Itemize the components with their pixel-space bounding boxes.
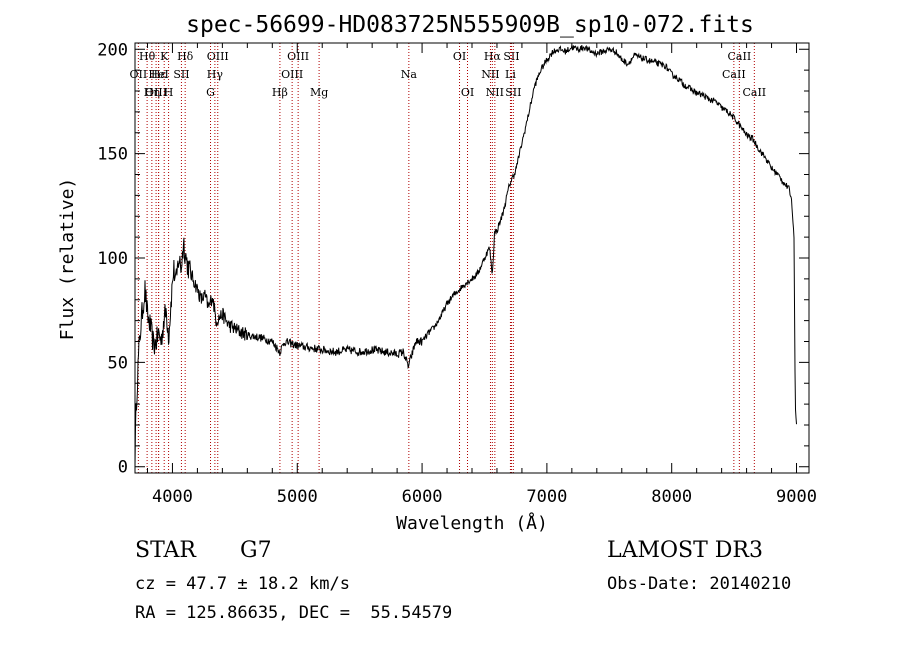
line-marker-label-28: CaII (742, 86, 766, 99)
line-marker-label-9: Hδ (177, 50, 194, 63)
axis-ticks (135, 43, 809, 473)
x-tick-label-1: 5000 (277, 487, 318, 507)
y-tick-label-4: 200 (97, 40, 128, 60)
tick-labels: 4000 5000 6000 7000 8000 9000 0 50 100 150 200 (97, 40, 817, 507)
spectrum-line-0 (134, 44, 797, 467)
line-marker-label-23: SII (503, 50, 519, 63)
redshift-text: cz = 47.7 ± 18.2 km/s (135, 574, 350, 594)
line-marker-label-17: Na (401, 68, 418, 81)
line-marker-label-11: Hγ (207, 68, 224, 81)
line-marker-label-4: K (160, 50, 169, 63)
series-layer (134, 44, 797, 467)
line-marker-label-5: Hη (144, 86, 160, 99)
obs-date: Obs-Date: 20140210 (607, 574, 792, 594)
line-marker-label-3: Hε (151, 68, 167, 81)
line-marker-label-16: Mg (310, 86, 328, 99)
line-marker-label-6: HeI (148, 68, 168, 81)
line-marker-label-10: OIII (207, 50, 229, 63)
object-subclass: G7 (240, 538, 272, 563)
coordinates-text: RA = 125.86635, DEC = 55.54579 (135, 603, 453, 623)
y-tick-label-1: 50 (108, 353, 128, 373)
line-marker-label-24: Li (505, 68, 516, 81)
line-markers: Hθ OII OIII Hε K Hη HeI H SII Hδ OIII Hγ G Hβ OIII OIII… (130, 43, 766, 473)
y-tick-label-2: 100 (97, 249, 128, 269)
line-marker-label-20: Hα (484, 50, 502, 63)
y-tick-label-0: 0 (118, 458, 128, 478)
line-marker-label-0: Hθ (139, 50, 156, 63)
y-tick-label-3: 150 (97, 145, 128, 165)
line-marker-label-26: CaII (728, 50, 752, 63)
x-tick-label-0: 4000 (152, 487, 193, 507)
line-marker-label-12: G (206, 86, 215, 99)
line-marker-label-2: OIII (145, 86, 167, 99)
plot-frame (134, 42, 810, 474)
line-marker-label-21: NII (481, 68, 499, 81)
line-marker-label-13: Hβ (272, 86, 288, 99)
x-axis-label: Wavelength (Å) (396, 512, 548, 534)
chart-title: spec-56699-HD083725N555909B_sp10-072.fit… (186, 12, 754, 38)
x-tick-label-4: 8000 (651, 487, 692, 507)
x-tick-label-5: 9000 (776, 487, 817, 507)
line-marker-label-18: OI (453, 50, 466, 63)
line-marker-label-27: CaII (722, 68, 746, 81)
line-marker-label-22: NII (486, 86, 504, 99)
x-tick-label-2: 6000 (402, 487, 443, 507)
line-marker-label-7: H (164, 86, 174, 99)
line-marker-label-8: SII (173, 68, 189, 81)
line-marker-label-15: OIII (281, 68, 303, 81)
survey-name: LAMOST DR3 (607, 538, 763, 563)
line-marker-label-25: SII (505, 86, 521, 99)
y-axis-label: Flux (relative) (57, 178, 78, 341)
object-class: STAR (135, 538, 196, 563)
x-tick-label-3: 7000 (526, 487, 567, 507)
line-marker-label-1: OII (130, 68, 148, 81)
line-marker-label-14: OIII (287, 50, 309, 63)
line-marker-label-19: OI (461, 86, 474, 99)
